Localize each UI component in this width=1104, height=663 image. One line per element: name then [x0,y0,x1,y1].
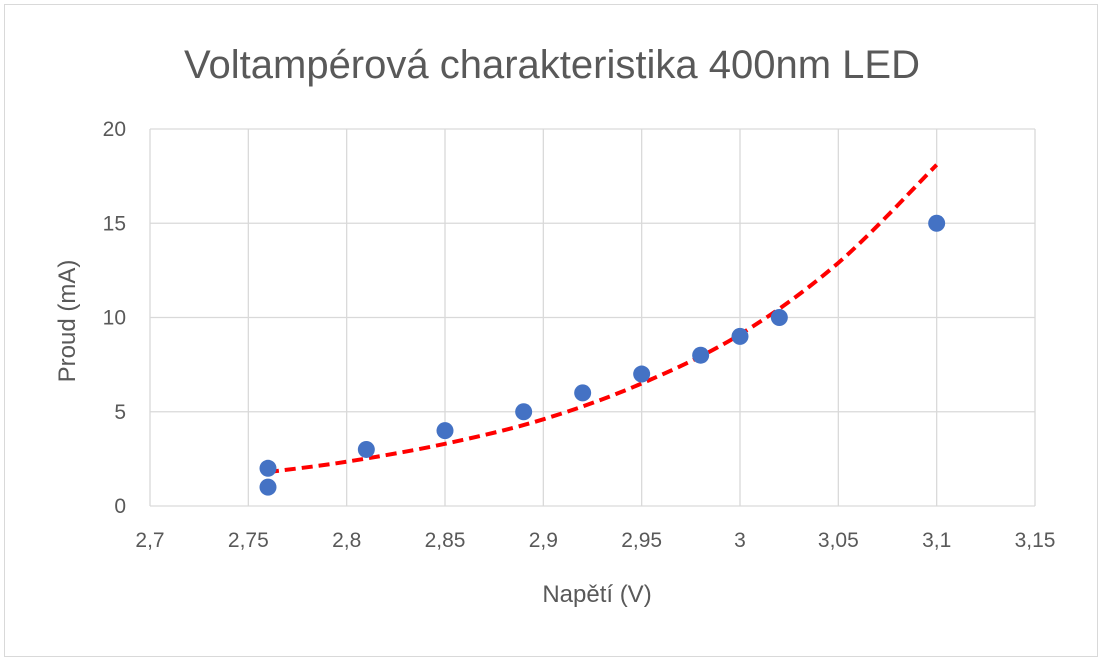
x-tick-label: 3,1 [922,529,951,552]
y-tick-label: 20 [103,118,126,141]
data-point [259,478,277,496]
x-tick-label: 3,05 [818,529,859,552]
point-layer [259,214,946,496]
data-point [436,422,454,440]
data-point [770,309,788,326]
x-tick-label: 2,85 [425,529,466,552]
grid-layer [149,128,1036,507]
data-point [574,384,592,402]
data-point [357,440,375,458]
data-point [633,365,651,383]
x-tick-label: 2,8 [332,529,361,552]
data-point [731,327,749,345]
x-axis-title: Napětí (V) [542,581,651,608]
data-point [515,403,533,421]
x-tick-label: 3,15 [1015,529,1056,552]
x-tick-label: 2,75 [228,529,269,552]
y-tick-label: 0 [114,495,126,518]
trendline [267,163,939,475]
x-tick-label: 2,95 [621,529,662,552]
x-tick-label: 2,9 [529,529,558,552]
tick-layer: 2,7 2,75 2,8 2,85 2,9 2,95 3 3,05 3,1 3,15 0 5 10 15 2… [103,118,1056,552]
y-tick-label: 15 [103,212,126,235]
x-tick-label: 2,7 [135,529,164,552]
y-tick-label: 5 [114,401,126,424]
y-axis-title: Proud (mA) [54,260,81,383]
data-point [259,459,277,477]
data-point [692,346,710,364]
y-tick-label: 10 [103,307,126,330]
x-tick-label: 3 [734,529,746,552]
chart-title: Voltampérová charakteristika 400nm LED [184,43,920,87]
chart-frame: Voltampérová charakteristika 400nm LED 2… [4,4,1098,657]
chart-svg: Voltampérová charakteristika 400nm LED 2… [54,43,1056,608]
data-point [928,214,946,232]
trendline-layer [267,163,939,475]
